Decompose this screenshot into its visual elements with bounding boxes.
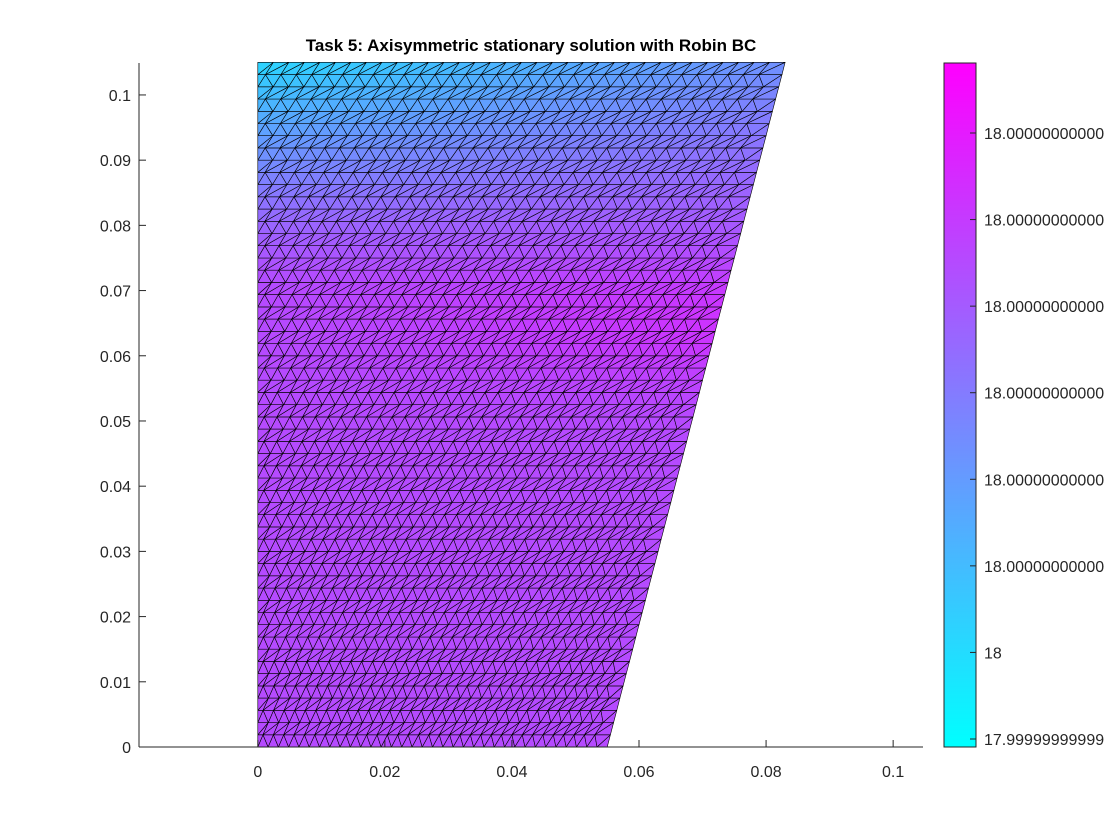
mesh-triangle bbox=[257, 61, 274, 75]
axes: 0 0.02 0.04 0.06 0.08 0.1 0 0.01 0.02 0.03 0.04 0.0… bbox=[100, 63, 923, 781]
mesh-triangle bbox=[373, 61, 398, 75]
mesh-triangle bbox=[496, 61, 522, 75]
mesh-triangle bbox=[542, 61, 569, 75]
mesh-triangle bbox=[450, 61, 476, 75]
mesh-triangle bbox=[265, 61, 290, 75]
mesh-triangle bbox=[604, 61, 631, 75]
mesh-triangle bbox=[295, 61, 321, 75]
y-tick-label: 0.03 bbox=[100, 544, 131, 561]
colorbar-tick-label: 17.99999999999 bbox=[984, 732, 1104, 749]
colorbar-tick-label: 18.00000000000 bbox=[984, 472, 1104, 489]
mesh-triangle bbox=[573, 61, 600, 75]
colorbar-strip bbox=[943, 62, 977, 748]
mesh-triangle bbox=[727, 61, 755, 75]
y-tick-label: 0.07 bbox=[100, 284, 131, 301]
y-tick-label: 0.08 bbox=[100, 218, 131, 235]
mesh-triangle bbox=[558, 61, 584, 75]
mesh-surface bbox=[257, 61, 786, 748]
mesh-triangle bbox=[696, 61, 724, 75]
mesh-triangle bbox=[326, 61, 352, 75]
colorbar: 18.00000000000 18.00000000000 18.000000000… bbox=[943, 62, 1104, 749]
mesh-triangle bbox=[311, 61, 336, 75]
x-tick-label: 0.04 bbox=[496, 764, 527, 781]
mesh-triangle bbox=[712, 61, 739, 75]
mesh-triangle bbox=[527, 61, 553, 75]
mesh-triangle bbox=[743, 61, 770, 75]
mesh-triangle bbox=[342, 61, 367, 75]
x-tick-label: 0.1 bbox=[882, 764, 904, 781]
mesh-triangle bbox=[665, 61, 693, 75]
y-tick-label: 0.05 bbox=[100, 414, 131, 431]
y-tick-label: 0.09 bbox=[100, 153, 131, 170]
mesh-triangle bbox=[511, 61, 538, 75]
x-tick-label: 0 bbox=[253, 764, 262, 781]
mesh-triangle bbox=[480, 61, 507, 75]
y-tick-label: 0.02 bbox=[100, 610, 131, 627]
colorbar-tick-label: 18.00000000000 bbox=[984, 386, 1104, 403]
mesh-triangle bbox=[403, 61, 429, 75]
x-tick-label: 0.02 bbox=[369, 764, 400, 781]
colorbar-tick-label: 18 bbox=[984, 645, 1002, 662]
mesh-triangle bbox=[357, 61, 383, 75]
mesh-triangle bbox=[619, 61, 646, 75]
colorbar-tick-label: 18.00000000000 bbox=[984, 213, 1104, 230]
mesh-triangle bbox=[388, 61, 414, 75]
colorbar-tick-label: 18.00000000000 bbox=[984, 559, 1104, 576]
colorbar-tick-label: 18.00000000000 bbox=[984, 299, 1104, 316]
mesh-triangle bbox=[465, 61, 491, 75]
y-tick-label: 0.04 bbox=[100, 479, 131, 496]
x-tick-label: 0.08 bbox=[751, 764, 782, 781]
mesh-triangle bbox=[758, 61, 786, 75]
y-tick-label: 0.01 bbox=[100, 675, 131, 692]
chart-title: Task 5: Axisymmetric stationary solution… bbox=[305, 36, 757, 55]
x-tick-label: 0.06 bbox=[623, 764, 654, 781]
mesh-triangle bbox=[650, 61, 677, 75]
y-tick-label: 0 bbox=[122, 740, 131, 757]
mesh-triangle bbox=[434, 61, 460, 75]
colorbar-tick-label: 18.00000000000 bbox=[984, 126, 1104, 143]
mesh-triangle bbox=[588, 61, 615, 75]
mesh-triangle bbox=[681, 61, 708, 75]
mesh-triangle bbox=[635, 61, 662, 75]
mesh-triangle bbox=[419, 61, 445, 75]
mesh-triangle bbox=[280, 61, 305, 75]
y-tick-label: 0.1 bbox=[109, 88, 131, 105]
y-tick-label: 0.06 bbox=[100, 349, 131, 366]
